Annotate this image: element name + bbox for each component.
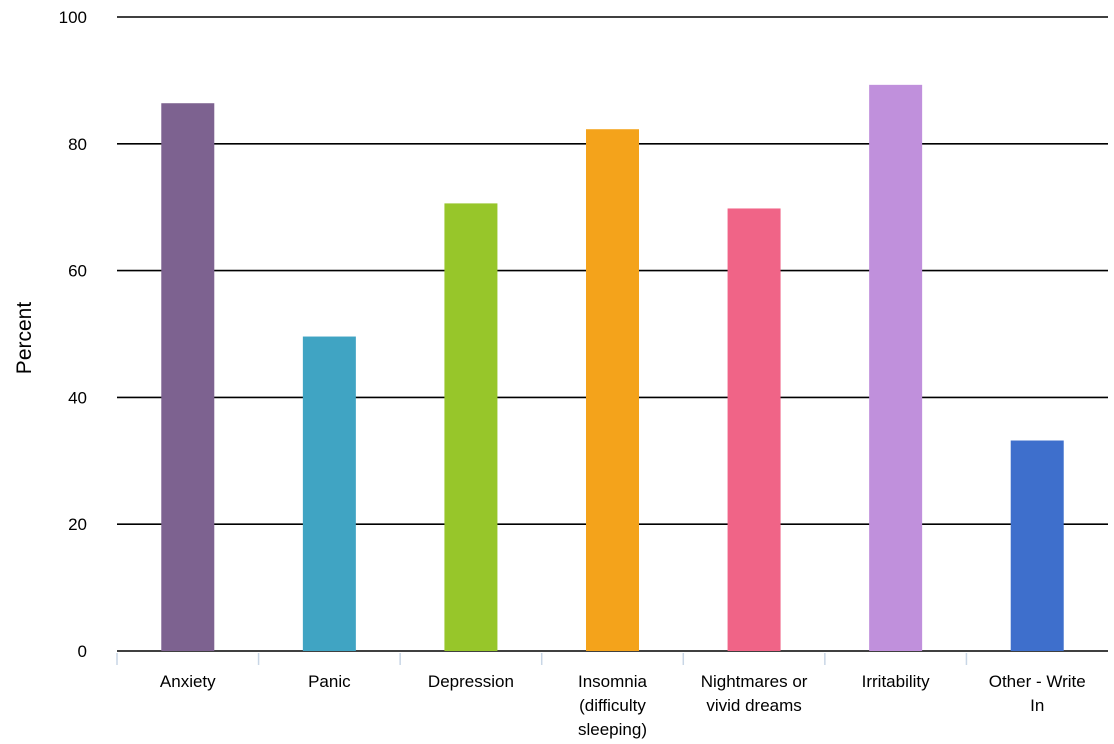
bar-4 xyxy=(727,208,781,651)
x-category-label-line: (difficulty xyxy=(579,696,646,715)
x-category-label-line: Nightmares or xyxy=(701,672,808,691)
x-category-label: Irritability xyxy=(862,672,931,691)
y-tick-label: 40 xyxy=(68,388,87,407)
x-category-label: Depression xyxy=(428,672,514,691)
y-tick-label: 20 xyxy=(68,515,87,534)
x-axis-categories: Anxiety Panic Depression Insomnia (difficult… xyxy=(116,653,1086,739)
x-category-label-line: Irritability xyxy=(862,672,931,691)
y-axis-ticks: 0 20 40 60 80 100 xyxy=(59,8,87,661)
bar-3 xyxy=(586,129,639,651)
x-category-label-line: Anxiety xyxy=(160,672,216,691)
x-category-label-line: sleeping) xyxy=(578,720,647,739)
x-category-label: Anxiety xyxy=(160,672,216,691)
y-tick-label: 80 xyxy=(68,135,87,154)
y-tick-label: 100 xyxy=(59,8,87,27)
bar-5 xyxy=(869,84,923,651)
x-category-label: Panic xyxy=(308,672,351,691)
bars xyxy=(161,84,1064,651)
x-category-label: Other - Write In xyxy=(989,672,1086,715)
x-category-label: Insomnia (difficulty sleeping) xyxy=(578,672,648,739)
y-tick-label: 60 xyxy=(68,262,87,281)
bar-1 xyxy=(302,336,356,651)
x-category-label-line: Panic xyxy=(308,672,351,691)
bar-0 xyxy=(161,103,215,651)
x-category-label-line: Insomnia xyxy=(578,672,648,691)
bar-2 xyxy=(444,203,498,651)
x-category-label-line: Depression xyxy=(428,672,514,691)
bar-6 xyxy=(1010,440,1064,651)
x-category-label-line: In xyxy=(1030,696,1044,715)
x-category-label-line: Other - Write xyxy=(989,672,1086,691)
y-tick-label: 0 xyxy=(78,642,87,661)
x-category-label: Nightmares or vivid dreams xyxy=(701,672,808,715)
y-axis-label: Percent xyxy=(13,302,36,375)
x-category-label-line: vivid dreams xyxy=(706,696,801,715)
